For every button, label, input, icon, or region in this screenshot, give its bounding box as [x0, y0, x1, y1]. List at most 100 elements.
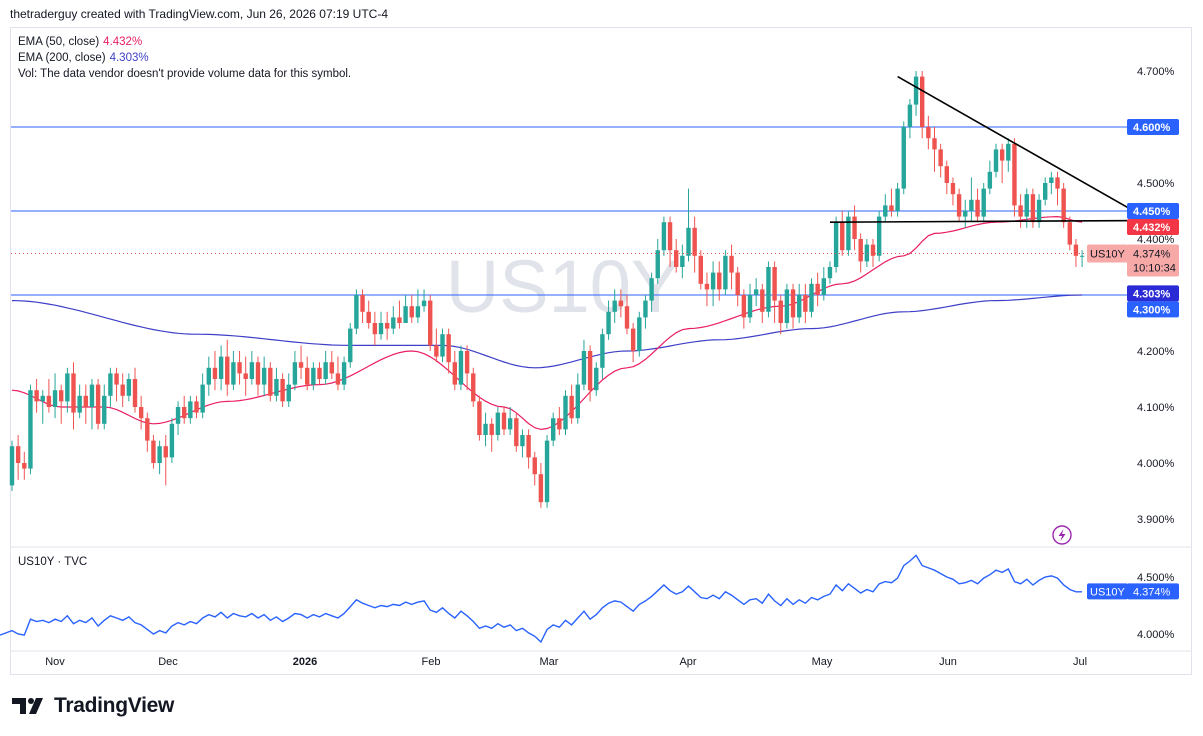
candle-body [255, 362, 261, 385]
candle-body [999, 149, 1005, 161]
candle [65, 367, 70, 413]
candle [280, 373, 285, 407]
candle [452, 351, 457, 391]
candle-body [28, 390, 33, 469]
candle-body [421, 300, 427, 307]
candle [790, 283, 796, 329]
flash-icon[interactable] [1052, 525, 1072, 545]
candle [876, 211, 882, 262]
candle-body [667, 222, 673, 251]
candle-body [741, 295, 747, 318]
candle [710, 261, 716, 307]
candle-body [569, 395, 574, 419]
price-axis-tag [1127, 119, 1179, 135]
candle [821, 267, 826, 301]
x-tick-label: Feb [422, 656, 441, 668]
candle [649, 272, 654, 312]
candle-body [969, 199, 974, 211]
candle [188, 395, 193, 424]
candle-body [34, 390, 39, 402]
candle-body [858, 239, 863, 262]
ema200-line [11, 294, 1083, 369]
candle-body [538, 474, 544, 503]
candle [1018, 194, 1023, 228]
candle-body [200, 384, 205, 413]
candle-body [674, 250, 679, 267]
candle [83, 384, 88, 424]
candle-body [298, 362, 304, 368]
candle-body [218, 356, 224, 379]
candle [1049, 171, 1054, 195]
price-axis-tag [1127, 285, 1179, 302]
ema50-legend[interactable]: EMA (50, close) 4.432% [18, 34, 351, 50]
x-tick-label: 2026 [293, 656, 317, 668]
candle [317, 362, 322, 385]
candle-body [1067, 222, 1072, 245]
candle [618, 289, 624, 318]
candle-body [507, 418, 513, 430]
price-axis-tag [1127, 219, 1179, 235]
candle-body [772, 267, 777, 301]
candle-body [483, 423, 488, 435]
candle [920, 71, 925, 139]
candle [889, 188, 894, 217]
subpane-symbol-tag-text: US10Y [1090, 586, 1126, 598]
candle-body [729, 255, 734, 273]
candle [612, 289, 617, 323]
candle-body [735, 272, 740, 295]
candle [298, 345, 304, 379]
candle [169, 418, 175, 463]
trendline[interactable] [829, 219, 1144, 223]
candle [132, 367, 138, 413]
candle-body [594, 367, 599, 391]
candle [182, 395, 187, 424]
candle-body [175, 407, 181, 424]
candle-body [384, 323, 390, 329]
candle-body [458, 351, 464, 385]
candle [471, 367, 476, 407]
candle-body [65, 373, 70, 402]
candle-body [40, 395, 45, 402]
candle-body [1043, 183, 1048, 200]
candle-body [89, 384, 95, 407]
trendlines [829, 75, 1144, 223]
y-tick-label: 4.100% [1137, 402, 1175, 414]
candle-body [489, 423, 494, 435]
candle [311, 362, 316, 391]
trendline[interactable] [897, 75, 1144, 218]
candle [464, 345, 470, 391]
price-axis-tag-text: 4.300% [1133, 304, 1171, 316]
candle-body [575, 384, 580, 419]
candle [544, 435, 550, 508]
ema200-series [11, 294, 1083, 369]
last-price-tag-text: 4.374% [1133, 249, 1171, 261]
candle [360, 289, 365, 323]
price-axis-tag-text: 4.600% [1133, 122, 1171, 134]
candle-body [938, 149, 943, 167]
candle-body [717, 272, 722, 290]
candles [9, 71, 1085, 508]
candle [1079, 250, 1085, 267]
candle [348, 323, 353, 368]
candle [680, 244, 685, 279]
candle [778, 295, 783, 335]
candle [40, 390, 45, 424]
x-tick-label: Dec [158, 656, 178, 668]
candle-body [883, 205, 888, 217]
tradingview-logo[interactable]: TradingView [12, 694, 174, 718]
candle [372, 311, 378, 346]
candle-body [723, 255, 728, 290]
candle [723, 250, 728, 295]
candle [833, 216, 839, 273]
candle-body [710, 272, 716, 290]
ema200-legend[interactable]: EMA (200, close) 4.303% [18, 50, 351, 66]
candle [981, 183, 986, 223]
candle-body [440, 334, 445, 357]
candle [34, 379, 39, 413]
candle [255, 356, 261, 396]
candle-body [747, 295, 753, 318]
indicator-legend: EMA (50, close) 4.432% EMA (200, close) 4.… [18, 34, 351, 82]
candle [501, 407, 507, 435]
candle-body [231, 362, 236, 385]
